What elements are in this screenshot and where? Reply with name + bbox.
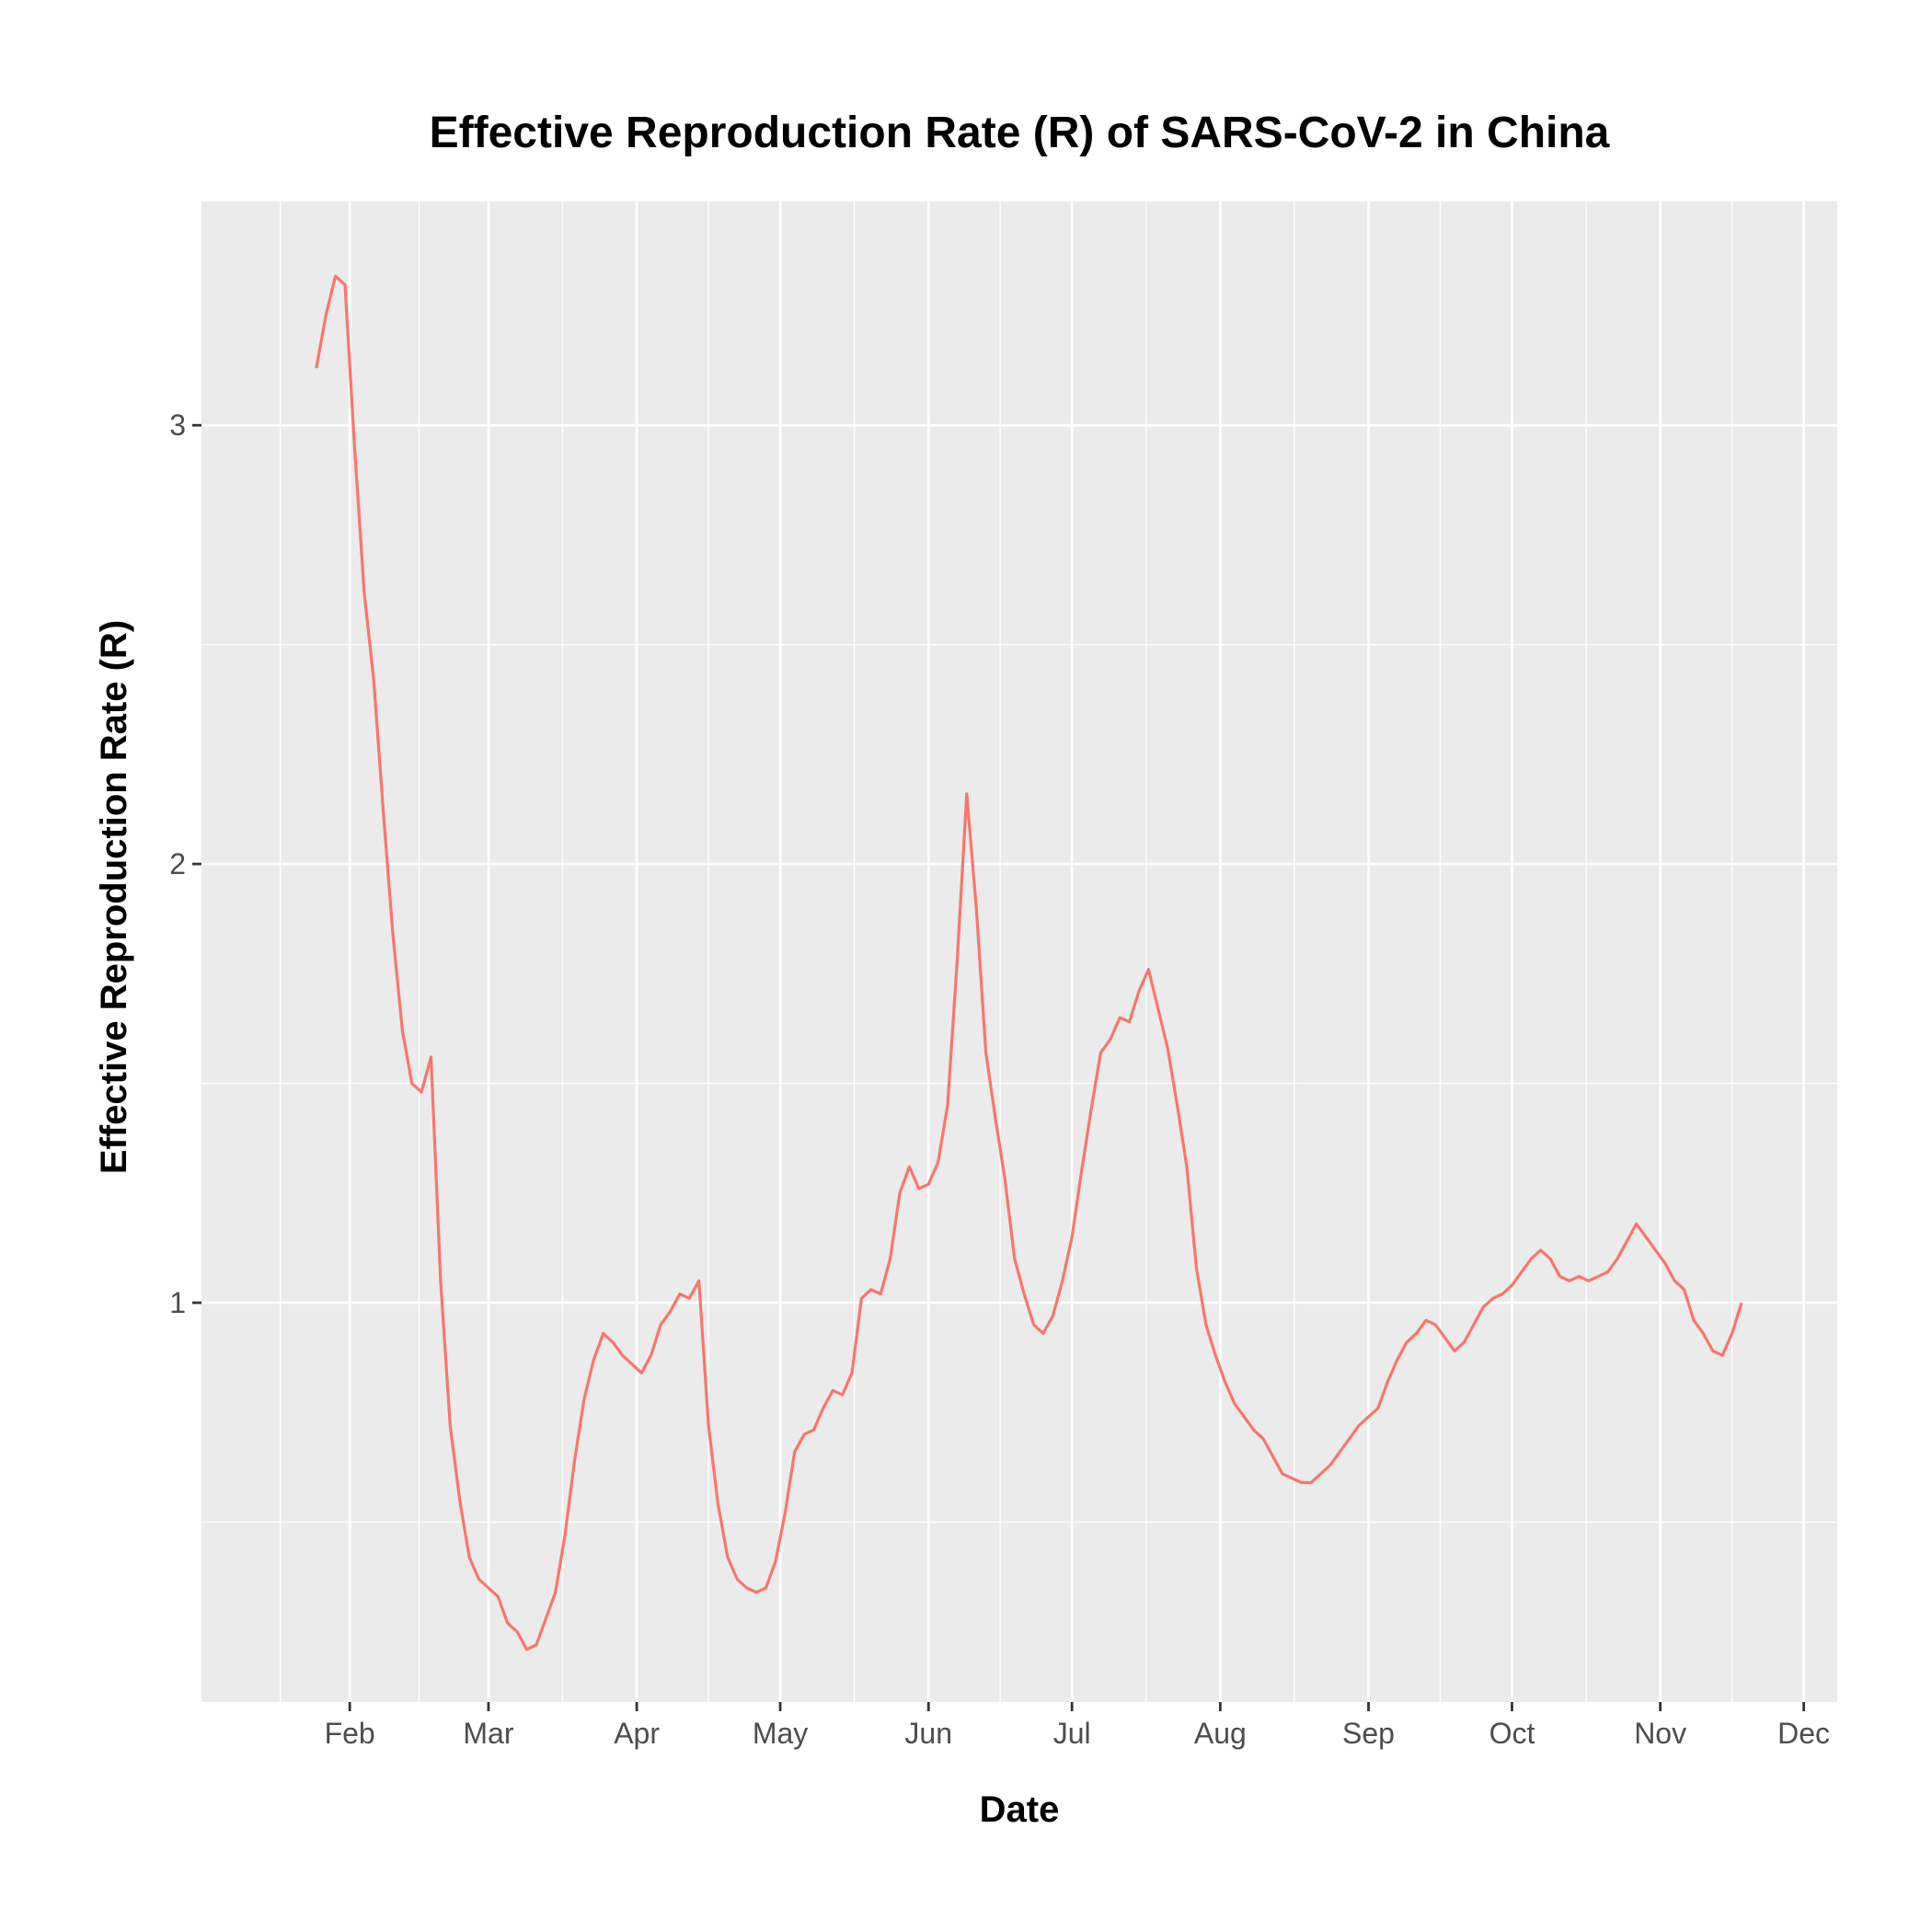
y-tick-label: 3 [169,408,186,442]
x-tick-label: May [753,1717,808,1750]
x-tick-label: Jul [1053,1717,1091,1750]
minor-grid [201,201,1837,1702]
plot-panel [201,201,1837,1702]
x-tick-label: Jun [904,1717,952,1750]
x-tick-label: Mar [463,1717,513,1750]
x-tick-label: Dec [1777,1717,1830,1750]
series-line-r [315,274,1743,1651]
y-tick-label: 1 [169,1286,186,1319]
x-axis-title: Date [980,1789,1060,1830]
series-layer [315,274,1743,1651]
y-axis: 1 2 3 [169,408,201,1319]
x-tick-label: Oct [1489,1717,1535,1750]
x-tick-label: Aug [1194,1717,1247,1750]
x-tick-label: Apr [614,1717,660,1750]
major-grid [201,201,1837,1702]
x-tick-label: Sep [1342,1717,1395,1750]
y-axis-title: Effective Reproduction Rate (R) [94,620,134,1174]
x-axis: Feb Mar Apr May Jun Jul Aug Sep Oct Nov Dec [325,1702,1830,1750]
chart-title: Effective Reproduction Rate (R) of SARS-… [430,109,1610,157]
x-tick-label: Nov [1634,1717,1686,1750]
y-tick-label: 2 [169,847,186,880]
x-tick-label: Feb [325,1717,375,1750]
